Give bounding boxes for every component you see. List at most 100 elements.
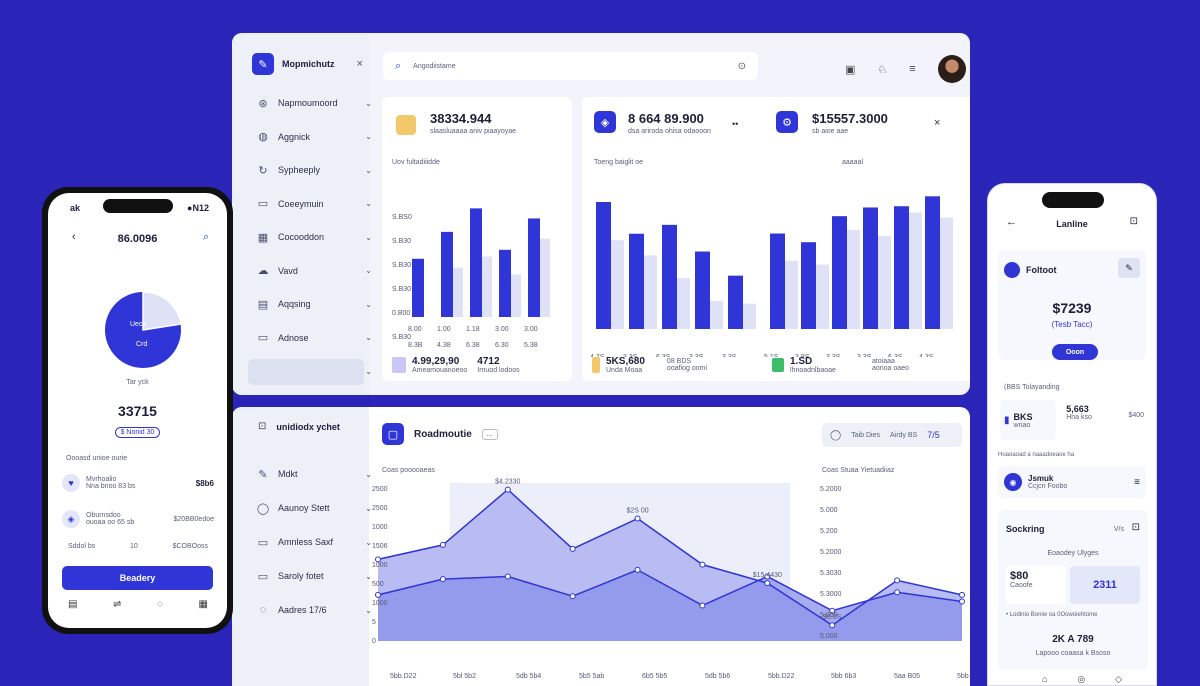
- kpi-1-foot-label2: Irnuod lodoos: [477, 367, 520, 374]
- top-nav-item-6[interactable]: ☁ Vavd ⌄: [256, 259, 373, 283]
- right-phone-card-title: Foltoot: [1026, 265, 1057, 275]
- data-point[interactable]: [764, 573, 771, 580]
- kpi-3-close-icon[interactable]: ×: [934, 117, 941, 129]
- data-point[interactable]: [894, 577, 901, 584]
- data-point[interactable]: [504, 486, 511, 493]
- right-phone-edit-icon[interactable]: ✎: [1118, 258, 1140, 278]
- search-input[interactable]: Angodiistame: [413, 62, 456, 70]
- right-phone-share-icon[interactable]: ⊡: [1129, 216, 1138, 227]
- data-point[interactable]: [569, 545, 576, 552]
- data-point[interactable]: [439, 541, 446, 548]
- data-point[interactable]: [959, 591, 965, 598]
- bar-shadow: [451, 267, 463, 317]
- bottom-dashboard-panel: ⊡ unidiodx ychet ✎ Mdkt ⌄ ◯ Aaunoy Stett ⌄ ▭ Am…: [232, 407, 970, 686]
- settings-icon[interactable]: ⊙: [737, 60, 746, 72]
- row-1-title: Mvrhoalio: [86, 476, 117, 483]
- kpi-2-more-icon[interactable]: ••: [732, 119, 739, 129]
- socket-tile-2[interactable]: 2311: [1070, 566, 1140, 604]
- top-nav-item-4[interactable]: ▭ Coeeymuin ⌄: [256, 192, 372, 216]
- mid-nav-item-2[interactable]: ◯ Aaunoy Stett ⌄: [256, 496, 372, 520]
- mid-nav-item-4[interactable]: ▭ Saroly fotet ⌄: [256, 564, 372, 588]
- y-tick-label: S.BS0: [392, 214, 412, 221]
- y-right-tick: 5.3030: [820, 570, 842, 577]
- chevron-down-icon: ⌄: [365, 537, 372, 547]
- data-point[interactable]: [764, 580, 771, 587]
- bottom-nav-3-icon[interactable]: ◇: [1115, 674, 1122, 684]
- x-tick-label: 5.38: [524, 342, 538, 349]
- data-point[interactable]: [699, 602, 706, 609]
- data-point[interactable]: [634, 566, 641, 573]
- data-point[interactable]: [699, 561, 706, 568]
- window-icon[interactable]: ▣: [845, 63, 856, 76]
- cell-1[interactable]: ▮ BKS wnao: [1000, 400, 1057, 440]
- right-phone-item[interactable]: ◉ Jsmuk Ccjcn Foobo ≡: [998, 466, 1146, 498]
- filter-icon[interactable]: ◯: [830, 429, 842, 441]
- socket-small: • Lodinio Boniw oa 0Oowoiehtome: [1006, 612, 1098, 618]
- row-2-title: Oburnsdoo: [86, 512, 121, 519]
- data-point[interactable]: [894, 589, 901, 596]
- right-phone-sub: (Tesb Tacc): [1051, 320, 1093, 329]
- menu-icon[interactable]: ≡: [909, 63, 916, 75]
- top-nav-item-2[interactable]: ◍ Aggnick ⌄: [256, 125, 372, 149]
- top-dashboard-panel: ✎ Mopmichutz × ⊛ Napmoumoord ⌄ ◍ Aggnick ⌄ ↻ Sy…: [232, 33, 970, 395]
- top-nav-item-1[interactable]: ⊛ Napmoumoord ⌄: [256, 91, 372, 115]
- left-phone-row-2[interactable]: ◈ Oburnsdoo ouoaa oo 65 sb $20BB0edoe: [62, 505, 214, 533]
- socket-tile-1[interactable]: $80 Caoofe: [1006, 566, 1066, 604]
- close-sidebar-icon[interactable]: ×: [356, 58, 363, 70]
- data-point[interactable]: [439, 576, 446, 583]
- data-point[interactable]: [829, 607, 836, 614]
- x-tick-label: 5b5 5ab: [579, 673, 604, 680]
- y-left-tick: 1000: [372, 562, 388, 569]
- bottom-nav-2-icon[interactable]: ◎: [1077, 674, 1086, 684]
- left-phone-primary-button[interactable]: Beadery: [62, 566, 213, 590]
- mid-nav-item-1[interactable]: ✎ Mdkt ⌄: [256, 462, 372, 486]
- top-nav-item-7[interactable]: ▤ Aqqsing ⌄: [256, 292, 372, 316]
- tab-list-icon[interactable]: ▤: [68, 599, 78, 610]
- main-chart-badge[interactable]: ...: [481, 428, 498, 440]
- mid-nav-item-5[interactable]: ◌ Aadres 17/6 ⌄: [256, 598, 372, 622]
- bar-shadow: [708, 301, 723, 329]
- top-nav-item-5[interactable]: ▦ Cocooddon ⌄: [256, 225, 372, 249]
- data-point[interactable]: [634, 515, 641, 522]
- left-phone-back-icon[interactable]: ‹: [72, 231, 76, 243]
- data-point[interactable]: [504, 573, 511, 580]
- y-tick-label: S.B30: [392, 262, 411, 269]
- left-phone-search-icon[interactable]: ⌕: [202, 231, 209, 243]
- data-point[interactable]: [959, 598, 965, 605]
- main-chart-right3[interactable]: 7/5: [927, 430, 940, 440]
- main-chart-left-caption: Coas pooooaeas: [382, 467, 435, 474]
- top-nav-item-3[interactable]: ↻ Sypheeply ⌄: [256, 158, 372, 182]
- kpi-2-foot-value2: 08 BDS: [666, 358, 692, 365]
- left-phone-row-1[interactable]: ♥ Mvrhoalio Nna bnoo 83 bs $8b6: [62, 469, 214, 497]
- tab-drop-icon[interactable]: ◌: [157, 599, 163, 610]
- top-nav-item-8[interactable]: ▭ Adnose ⌄: [256, 326, 372, 350]
- bell-icon[interactable]: ♘: [877, 63, 888, 76]
- y-tick-label: S.B30: [392, 334, 411, 341]
- left-phone-badge: $ Nonid 30: [114, 427, 161, 438]
- main-chart-right2[interactable]: Airdy BS: [890, 431, 918, 439]
- data-point[interactable]: [829, 622, 836, 629]
- kpi-2-sub: dsa ariroda ohisa odaooon: [628, 128, 711, 135]
- data-point[interactable]: [375, 591, 381, 598]
- data-point[interactable]: [569, 593, 576, 600]
- bar-chart-2: 4.7S 3.3S 6.3S 3.3S 3.3S: [590, 202, 756, 357]
- mid-nav-item-label: Amnless Saxf: [278, 537, 334, 547]
- data-point[interactable]: [375, 556, 381, 563]
- bottom-nav-1-icon[interactable]: ⌂: [1042, 674, 1048, 684]
- main-chart-right1[interactable]: Taib Dies: [851, 431, 880, 439]
- bar: [441, 231, 453, 317]
- search-bar[interactable]: ⌕ Angodiistame ⊙: [383, 52, 758, 80]
- kpi-1-foot-value: 4.99,29,90: [412, 356, 460, 367]
- cell-3[interactable]: $400: [1124, 400, 1148, 440]
- item-menu-icon[interactable]: ≡: [1134, 476, 1140, 488]
- tab-link-icon[interactable]: ⇌: [113, 599, 122, 610]
- right-phone-pill-button[interactable]: Ooon: [1052, 344, 1098, 360]
- mid-nav-item-3[interactable]: ▭ Amnless Saxf ⌄: [256, 530, 372, 554]
- avatar[interactable]: [937, 55, 966, 83]
- cell-2[interactable]: 5,663 Hna kso: [1062, 400, 1118, 440]
- bar-shadow: [907, 212, 922, 329]
- socket-share-icon[interactable]: ⊡: [1131, 522, 1140, 533]
- socket-footer-big: 2K A 789: [1052, 634, 1094, 645]
- right-phone-back-icon[interactable]: ←: [1006, 216, 1017, 228]
- tab-grid-icon[interactable]: ▦: [198, 599, 208, 610]
